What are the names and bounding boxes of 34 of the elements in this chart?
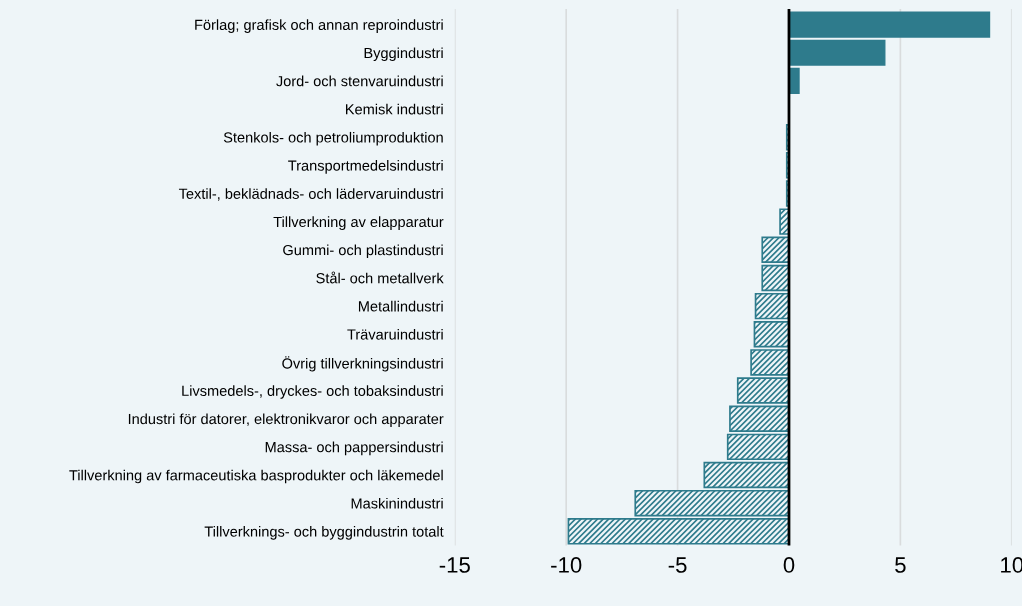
x-tick-label: 5 — [895, 557, 906, 573]
bar — [567, 518, 790, 545]
bar — [761, 264, 790, 292]
y-tick-label: Tillverkning av farmaceutiska basprodukter och läkemedel — [69, 469, 443, 484]
y-tick-label: Gummi- och plastindustri — [283, 244, 443, 259]
bar — [788, 11, 991, 38]
bar — [703, 461, 790, 489]
y-tick-label: Maskinindustri — [351, 497, 443, 509]
bar — [634, 489, 790, 517]
bar — [753, 321, 790, 348]
x-tick-label: -15 — [439, 557, 470, 573]
y-tick-label: Byggindustri — [364, 47, 443, 62]
y-tick-label: Metallindustri — [358, 300, 443, 312]
bar — [761, 236, 790, 264]
y-tick-label: Tillverknings- och byggindustrin totalt — [204, 526, 444, 540]
y-tick-label: Jord- och stenvaruindustri — [276, 75, 443, 87]
y-tick-label: Livsmedels-, dryckes- och tobaksindustri — [182, 385, 443, 399]
y-tick-label: Industri för datorer, elektronikvaror och apparater — [128, 413, 444, 428]
y-tick-label: Förlag; grafisk och annan reproindustri — [195, 19, 443, 33]
bar — [754, 292, 790, 320]
y-tick-label: Övrig tillverkningsindustri — [282, 356, 443, 372]
y-tick-label: Textil-, beklädnads- och lädervaruindustri — [178, 188, 443, 201]
bar — [726, 433, 790, 461]
x-tick-label: -5 — [668, 557, 687, 573]
y-tick-label: Stenkols- och petroliumproduktion — [223, 131, 443, 146]
y-tick-label: Trävaruindustri — [347, 328, 443, 340]
y-tick-label: Massa- och pappersindustri — [265, 441, 443, 456]
x-tick-label: -10 — [551, 557, 582, 573]
bar — [788, 39, 886, 66]
y-tick-label: Tillverkning av elapparatur — [273, 216, 444, 230]
y-tick-label: Kemisk industri — [346, 103, 443, 115]
y-tick-label: Transportmedelsindustri — [288, 160, 443, 174]
y-tick-label: Stål- och metallverk — [316, 271, 444, 284]
x-tick-label: 0 — [783, 557, 795, 573]
